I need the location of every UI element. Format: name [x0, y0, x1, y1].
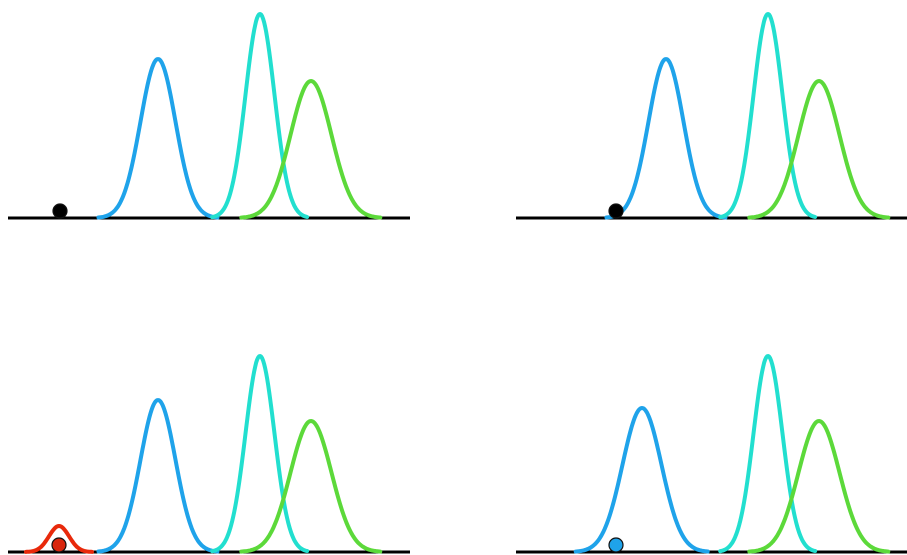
- data-point-dot: [51, 537, 67, 553]
- green-gaussian-curve: [747, 419, 891, 554]
- cyan-gaussian-curve: [210, 354, 310, 554]
- blue-gaussian-curve: [604, 57, 728, 220]
- panel-bottom-left: [8, 354, 410, 554]
- blue-gaussian-curve: [573, 406, 710, 554]
- data-point-dot: [608, 203, 624, 219]
- data-point-dot: [608, 537, 624, 553]
- panel-top-left: [8, 12, 410, 220]
- cyan-gaussian-curve: [210, 12, 310, 220]
- panel-bottom-right: [516, 354, 907, 554]
- blue-gaussian-curve: [96, 398, 220, 554]
- cyan-gaussian-curve: [718, 12, 818, 220]
- cyan-gaussian-curve: [718, 354, 818, 554]
- blue-gaussian-curve: [96, 57, 220, 220]
- panel-top-right: [516, 12, 907, 220]
- green-gaussian-curve: [239, 419, 383, 554]
- red-gaussian-curve: [24, 524, 94, 554]
- green-gaussian-curve: [747, 79, 891, 220]
- green-gaussian-curve: [239, 79, 383, 220]
- data-point-dot: [52, 203, 68, 219]
